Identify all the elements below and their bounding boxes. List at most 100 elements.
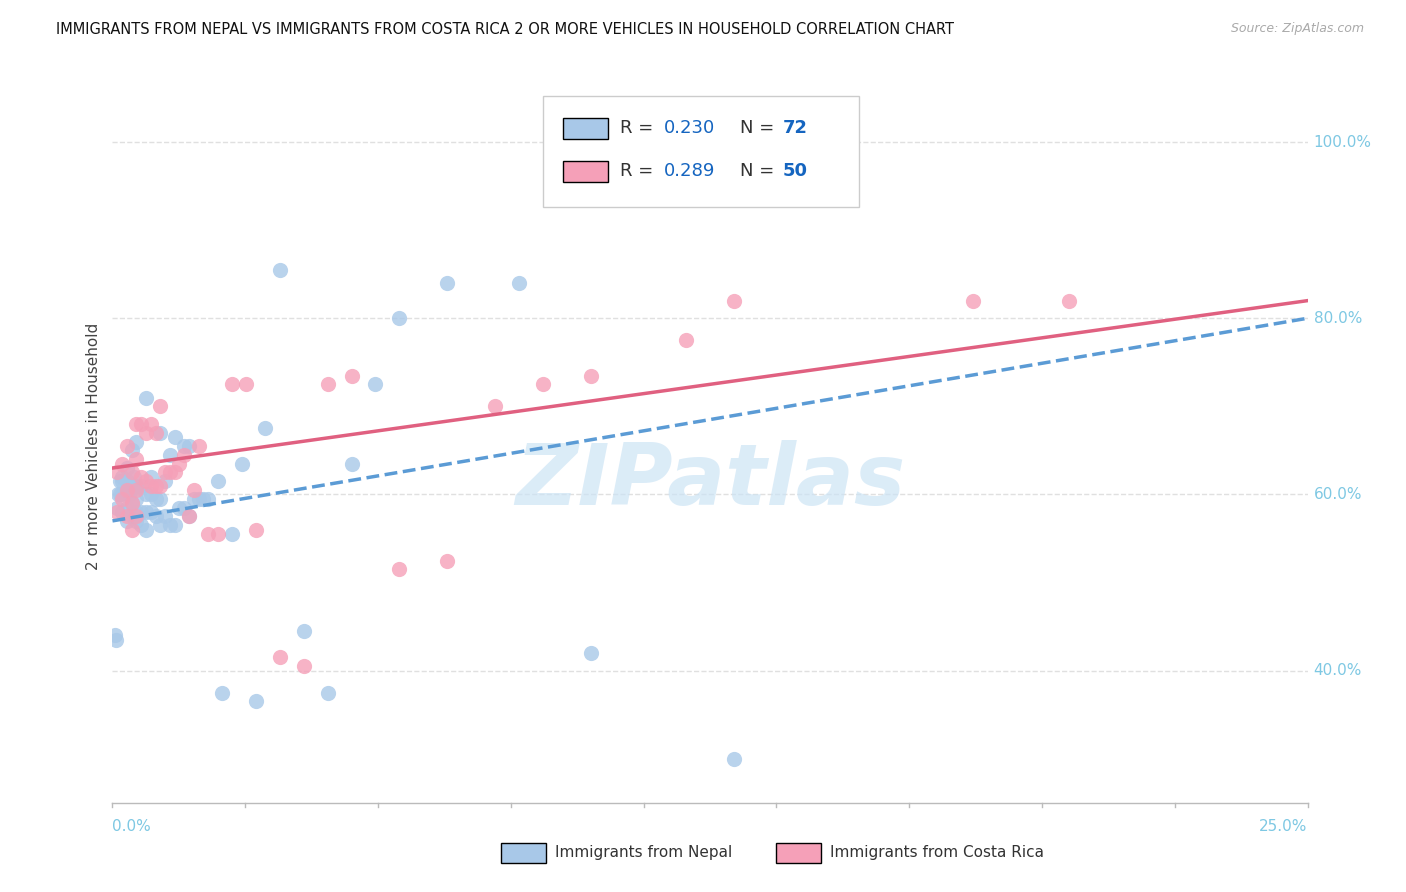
Point	[145, 491, 167, 506]
Point	[484, 400, 506, 414]
Point	[111, 470, 134, 484]
Point	[135, 523, 157, 537]
Point	[115, 461, 138, 475]
Point	[121, 478, 143, 492]
Point	[129, 478, 152, 492]
Point	[115, 475, 138, 489]
Point	[159, 448, 181, 462]
Text: 50: 50	[783, 162, 808, 180]
Point	[145, 509, 167, 524]
Point	[111, 491, 134, 506]
Point	[149, 518, 172, 533]
FancyBboxPatch shape	[776, 843, 821, 863]
Point	[316, 686, 339, 700]
Point	[111, 505, 134, 519]
Point	[135, 425, 157, 440]
Point	[153, 466, 176, 480]
Text: 0.230: 0.230	[664, 120, 714, 137]
Point	[145, 425, 167, 440]
Point	[193, 491, 215, 506]
Point	[129, 505, 152, 519]
Point	[364, 377, 387, 392]
Point	[149, 425, 172, 440]
Point	[340, 457, 363, 471]
Point	[153, 475, 176, 489]
Point	[129, 417, 152, 431]
Point	[104, 628, 127, 642]
FancyBboxPatch shape	[562, 118, 609, 139]
Text: Immigrants from Costa Rica: Immigrants from Costa Rica	[830, 846, 1043, 860]
Text: Source: ZipAtlas.com: Source: ZipAtlas.com	[1230, 22, 1364, 36]
Text: Immigrants from Nepal: Immigrants from Nepal	[554, 846, 733, 860]
Point	[107, 487, 129, 501]
Point	[187, 491, 209, 506]
Point	[149, 478, 172, 492]
Point	[269, 262, 291, 277]
Text: N =: N =	[740, 120, 780, 137]
Point	[388, 562, 411, 576]
FancyBboxPatch shape	[501, 843, 547, 863]
FancyBboxPatch shape	[543, 96, 859, 207]
Point	[211, 686, 233, 700]
Point	[723, 293, 745, 308]
Point	[135, 487, 157, 501]
Point	[153, 509, 176, 524]
Y-axis label: 2 or more Vehicles in Household: 2 or more Vehicles in Household	[86, 322, 101, 570]
Point	[149, 491, 172, 506]
Point	[105, 632, 128, 647]
Point	[177, 439, 200, 453]
Point	[121, 496, 143, 510]
Text: 25.0%: 25.0%	[1260, 820, 1308, 835]
Text: 60.0%: 60.0%	[1313, 487, 1362, 502]
Point	[115, 487, 138, 501]
Point	[105, 505, 128, 519]
Point	[125, 509, 148, 524]
Point	[121, 523, 143, 537]
Point	[115, 514, 138, 528]
Point	[163, 430, 186, 444]
Point	[197, 491, 219, 506]
Point	[292, 659, 315, 673]
Point	[129, 518, 152, 533]
Point	[316, 377, 339, 392]
Text: 0.0%: 0.0%	[112, 820, 152, 835]
Point	[125, 434, 148, 449]
Point	[125, 452, 148, 467]
Text: 0.289: 0.289	[664, 162, 714, 180]
Point	[145, 478, 167, 492]
Point	[108, 475, 131, 489]
Point	[207, 527, 229, 541]
Point	[121, 443, 143, 458]
Point	[115, 500, 138, 515]
Point	[159, 518, 181, 533]
Point	[111, 475, 134, 489]
Point	[187, 439, 209, 453]
Point	[121, 496, 143, 510]
Point	[436, 276, 458, 290]
Text: R =: R =	[620, 120, 659, 137]
Point	[183, 491, 205, 506]
Point	[121, 466, 143, 480]
Point	[723, 752, 745, 766]
Point	[121, 509, 143, 524]
Point	[118, 487, 141, 501]
Point	[221, 377, 243, 392]
Text: 72: 72	[783, 120, 808, 137]
Point	[197, 527, 219, 541]
Point	[221, 527, 243, 541]
Point	[579, 646, 602, 660]
Point	[173, 500, 195, 515]
Point	[163, 466, 186, 480]
Point	[1057, 293, 1080, 308]
Point	[231, 457, 253, 471]
Point	[139, 505, 162, 519]
Point	[508, 276, 530, 290]
Point	[139, 470, 162, 484]
Point	[163, 518, 186, 533]
Point	[139, 478, 162, 492]
Point	[292, 624, 315, 638]
Point	[125, 505, 148, 519]
Point	[388, 311, 411, 326]
Point	[269, 650, 291, 665]
Text: ZIPatlas: ZIPatlas	[515, 440, 905, 524]
